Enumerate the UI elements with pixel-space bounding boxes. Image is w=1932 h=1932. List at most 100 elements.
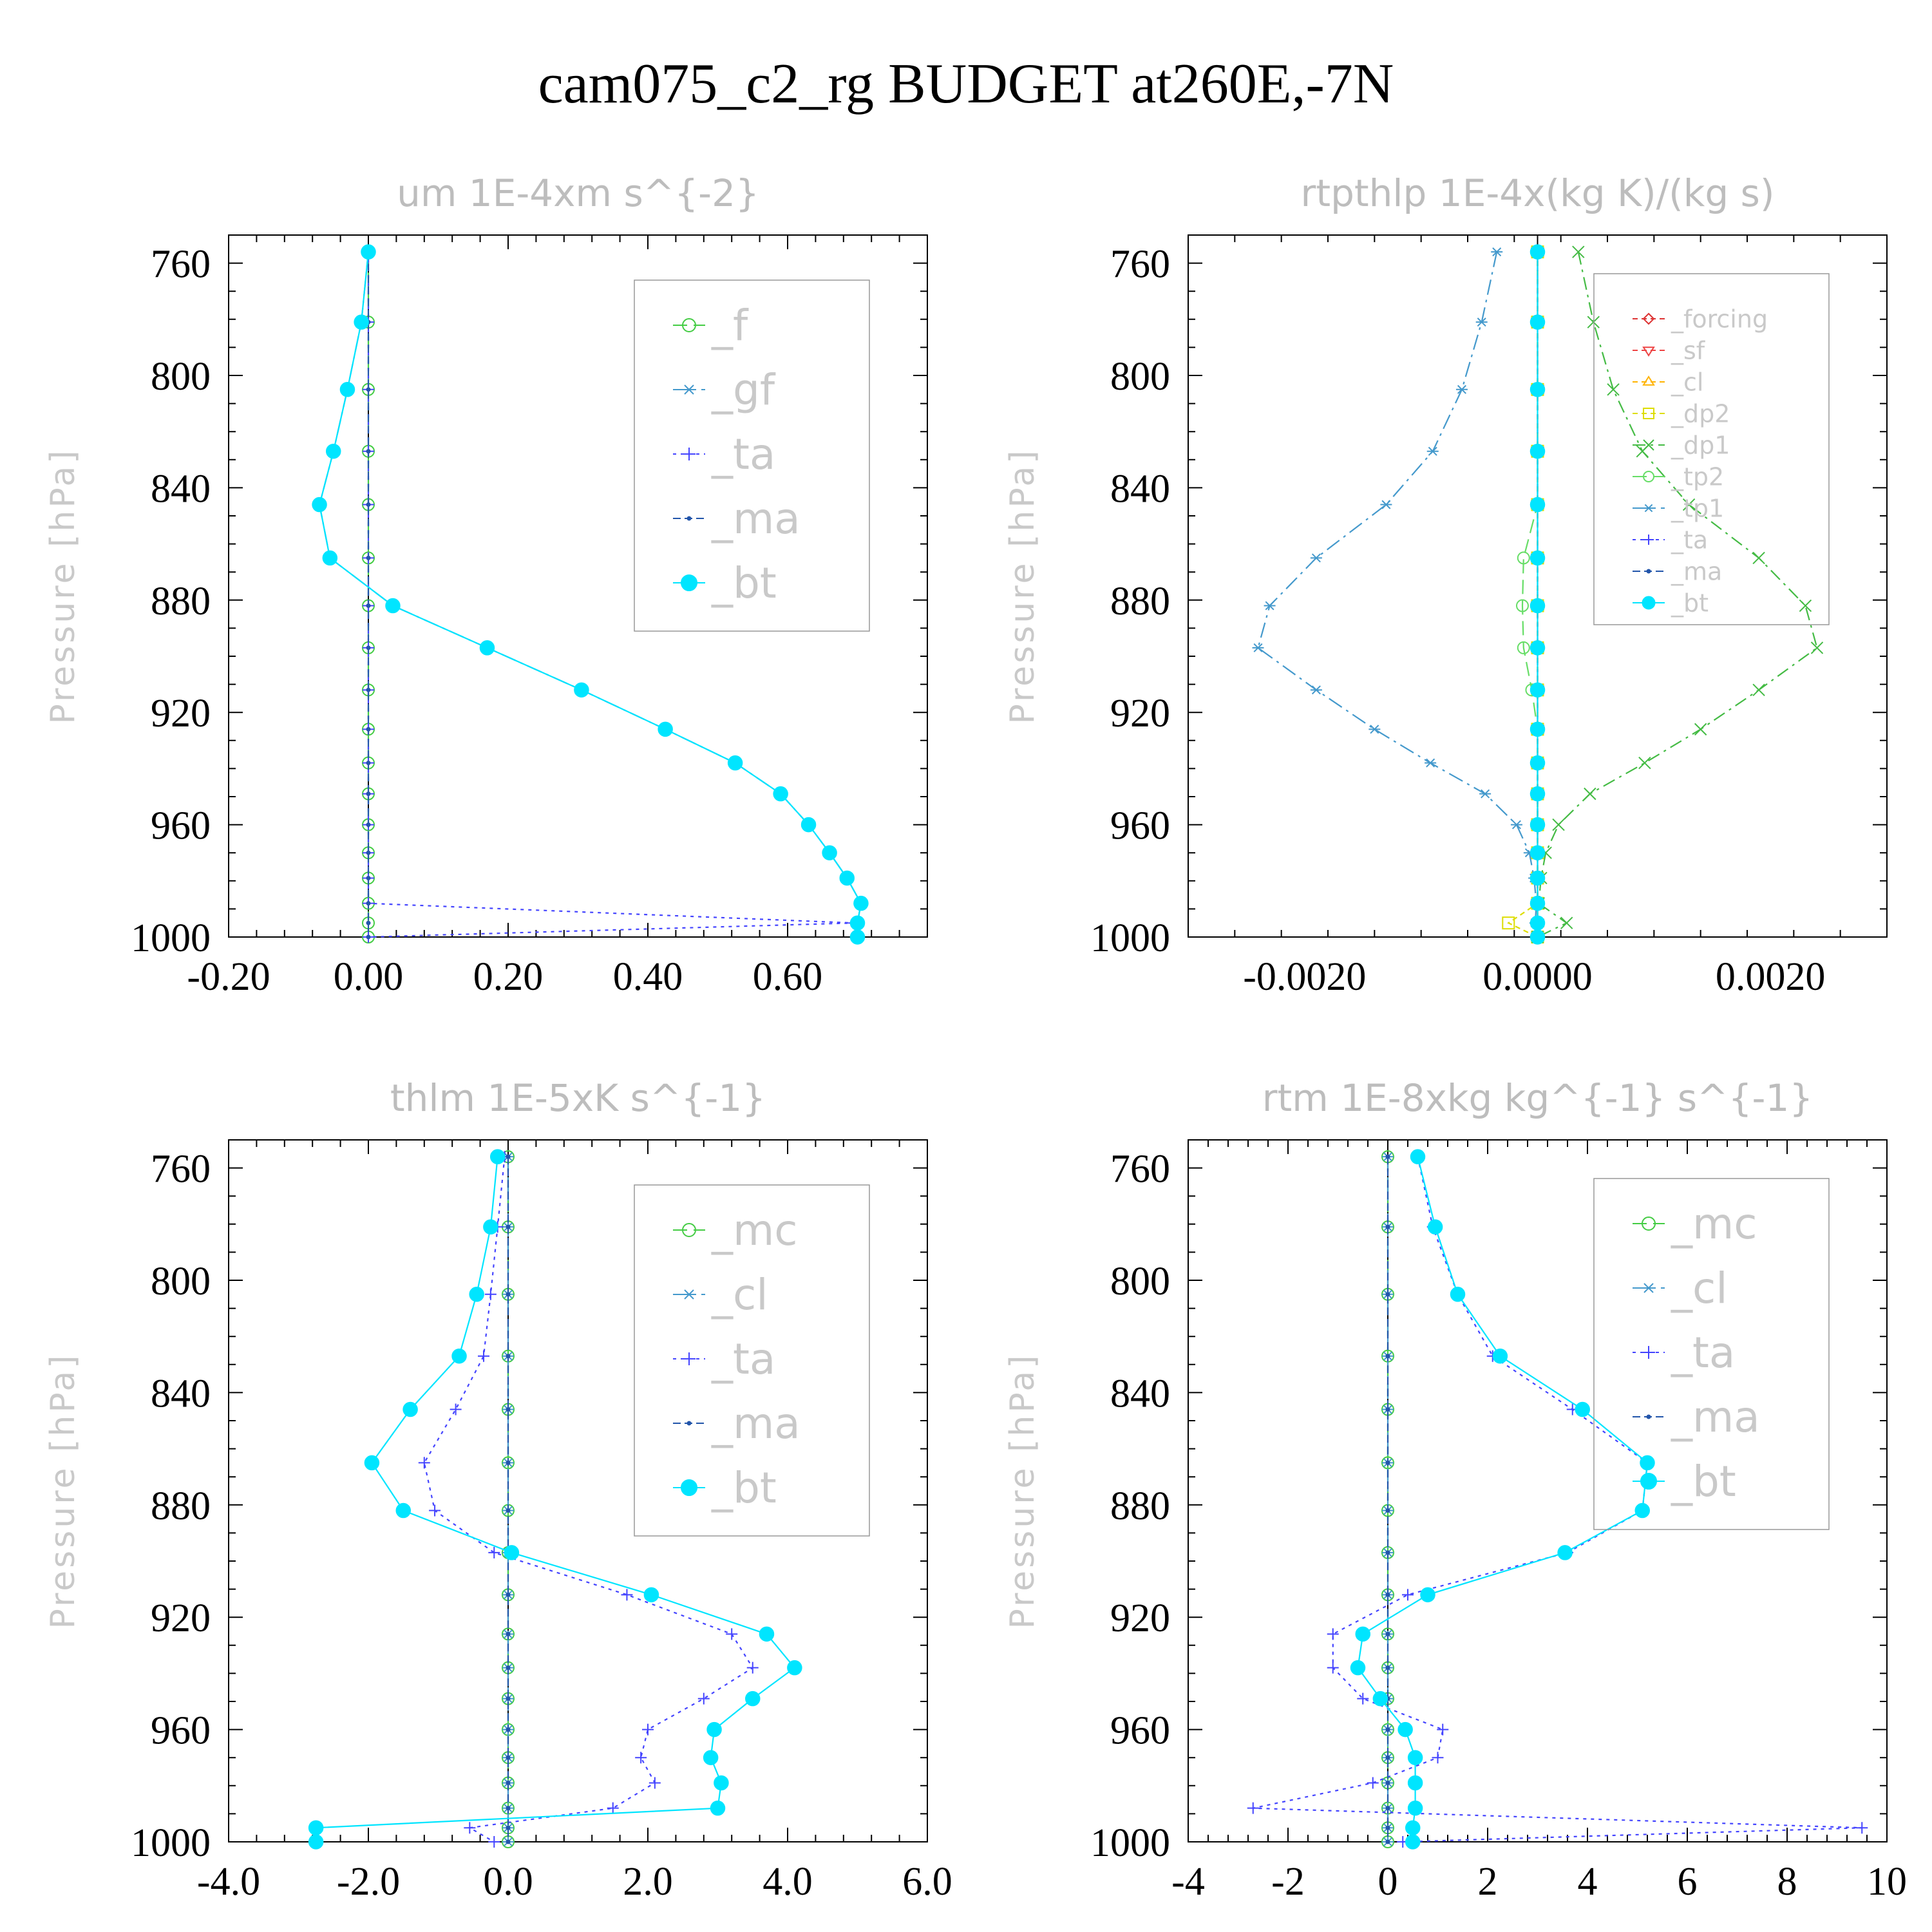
data-point <box>1426 446 1439 456</box>
chart-panel-3: thlm 1E-5xK s^{-1} Pressure [hPa] 760 800 84… <box>44 1076 952 1904</box>
data-point <box>395 1502 411 1519</box>
data-point <box>1427 1219 1443 1235</box>
data-point <box>1380 500 1392 509</box>
data-point <box>366 687 371 692</box>
data-point <box>506 1839 511 1844</box>
data-point <box>1572 245 1585 258</box>
data-point <box>402 1401 418 1417</box>
data-point <box>822 845 837 860</box>
data-point <box>1530 550 1546 566</box>
data-point <box>1515 599 1529 612</box>
legend-marker <box>681 1479 697 1496</box>
series-tp1 <box>1252 247 1544 942</box>
data-point <box>1385 1550 1390 1555</box>
data-point <box>506 1508 511 1513</box>
data-point <box>1357 1692 1369 1705</box>
legend-marker <box>1642 596 1656 610</box>
data-point <box>451 1348 467 1364</box>
data-point <box>1557 1545 1573 1560</box>
data-point <box>1310 685 1322 695</box>
data-point <box>1432 1752 1444 1764</box>
data-point <box>450 1403 462 1416</box>
legend-marker <box>1646 569 1651 574</box>
data-point <box>1385 1631 1390 1636</box>
legend-marker <box>683 1352 696 1365</box>
data-point <box>366 726 371 732</box>
legend-marker <box>1642 1217 1656 1231</box>
data-point <box>312 497 327 513</box>
x-tick-label: -2 <box>1271 1860 1305 1904</box>
data-point <box>727 755 743 771</box>
data-point <box>366 791 371 797</box>
data-point <box>366 822 371 828</box>
data-point <box>1491 247 1503 257</box>
legend-marker <box>1642 375 1655 386</box>
data-point <box>706 1721 722 1738</box>
data-point <box>1385 1224 1390 1229</box>
series-line <box>1357 1156 1649 1842</box>
legend-entry: _bt <box>711 1463 777 1513</box>
series-bt <box>312 244 869 945</box>
data-point <box>366 555 371 560</box>
data-point <box>746 1662 759 1674</box>
data-point <box>366 603 371 609</box>
series-line <box>423 1157 754 1842</box>
data-point <box>1634 1502 1650 1519</box>
data-point <box>1372 1690 1388 1707</box>
panel-title: rtm 1E-8xkg kg^{-1} s^{-1} <box>1262 1076 1814 1120</box>
data-point <box>1402 1589 1414 1601</box>
panel-title: thlm 1E-5xK s^{-1} <box>390 1076 766 1120</box>
legend-marker <box>1643 439 1654 451</box>
legend-entry: _dp1 <box>1671 431 1730 459</box>
y-tick-label: 840 <box>151 467 211 511</box>
legend-entry: _bt <box>711 558 777 608</box>
data-point <box>1385 1460 1390 1465</box>
legend-entry: _ma <box>711 494 800 544</box>
x-tick-label: 0.0020 <box>1716 955 1826 999</box>
legend-entry: _cl <box>1671 368 1703 396</box>
data-point <box>1475 317 1488 327</box>
data-point <box>1385 1407 1390 1412</box>
series-ta <box>418 1151 759 1848</box>
x-tick-label: 6 <box>1678 1860 1698 1904</box>
data-point <box>366 920 371 925</box>
y-tick-label: 920 <box>151 1596 211 1640</box>
data-point <box>1437 1723 1449 1736</box>
data-point <box>506 1292 511 1297</box>
legend-entry: _ma <box>1671 1392 1760 1442</box>
y-axis-label: Pressure [hPa] <box>44 1353 82 1629</box>
legend-entry: _sf <box>1671 336 1706 365</box>
data-point <box>506 1460 511 1465</box>
data-point <box>1530 721 1546 737</box>
data-point <box>1530 244 1546 260</box>
series-bt <box>308 1149 802 1850</box>
data-point <box>1799 599 1812 612</box>
y-tick-label: 760 <box>1110 243 1170 287</box>
data-point <box>642 1723 654 1736</box>
data-point <box>469 1287 484 1302</box>
data-point <box>1407 1800 1423 1816</box>
y-tick-label: 1000 <box>131 1821 211 1865</box>
data-point <box>506 1780 511 1785</box>
data-point <box>1310 553 1322 563</box>
data-point <box>1530 870 1546 886</box>
data-point <box>1385 1839 1390 1844</box>
data-point <box>1385 1292 1390 1297</box>
data-point <box>506 1407 511 1412</box>
data-point <box>1385 1755 1390 1760</box>
legend-entry: _ta <box>711 1334 775 1384</box>
data-point <box>1560 916 1573 929</box>
data-point <box>1682 498 1696 511</box>
y-tick-label: 880 <box>1110 580 1170 623</box>
data-point <box>1517 551 1530 565</box>
data-point <box>658 721 673 737</box>
y-axis-label: Pressure [hPa] <box>1003 1353 1042 1629</box>
y-tick-label: 800 <box>151 1260 211 1303</box>
data-point <box>1584 787 1596 800</box>
page-title: cam075_c2_rg BUDGET at260E,-7N <box>538 53 1394 115</box>
legend-marker <box>683 1289 696 1300</box>
data-point <box>488 1546 500 1558</box>
data-point <box>574 682 589 698</box>
data-point <box>1694 723 1707 736</box>
